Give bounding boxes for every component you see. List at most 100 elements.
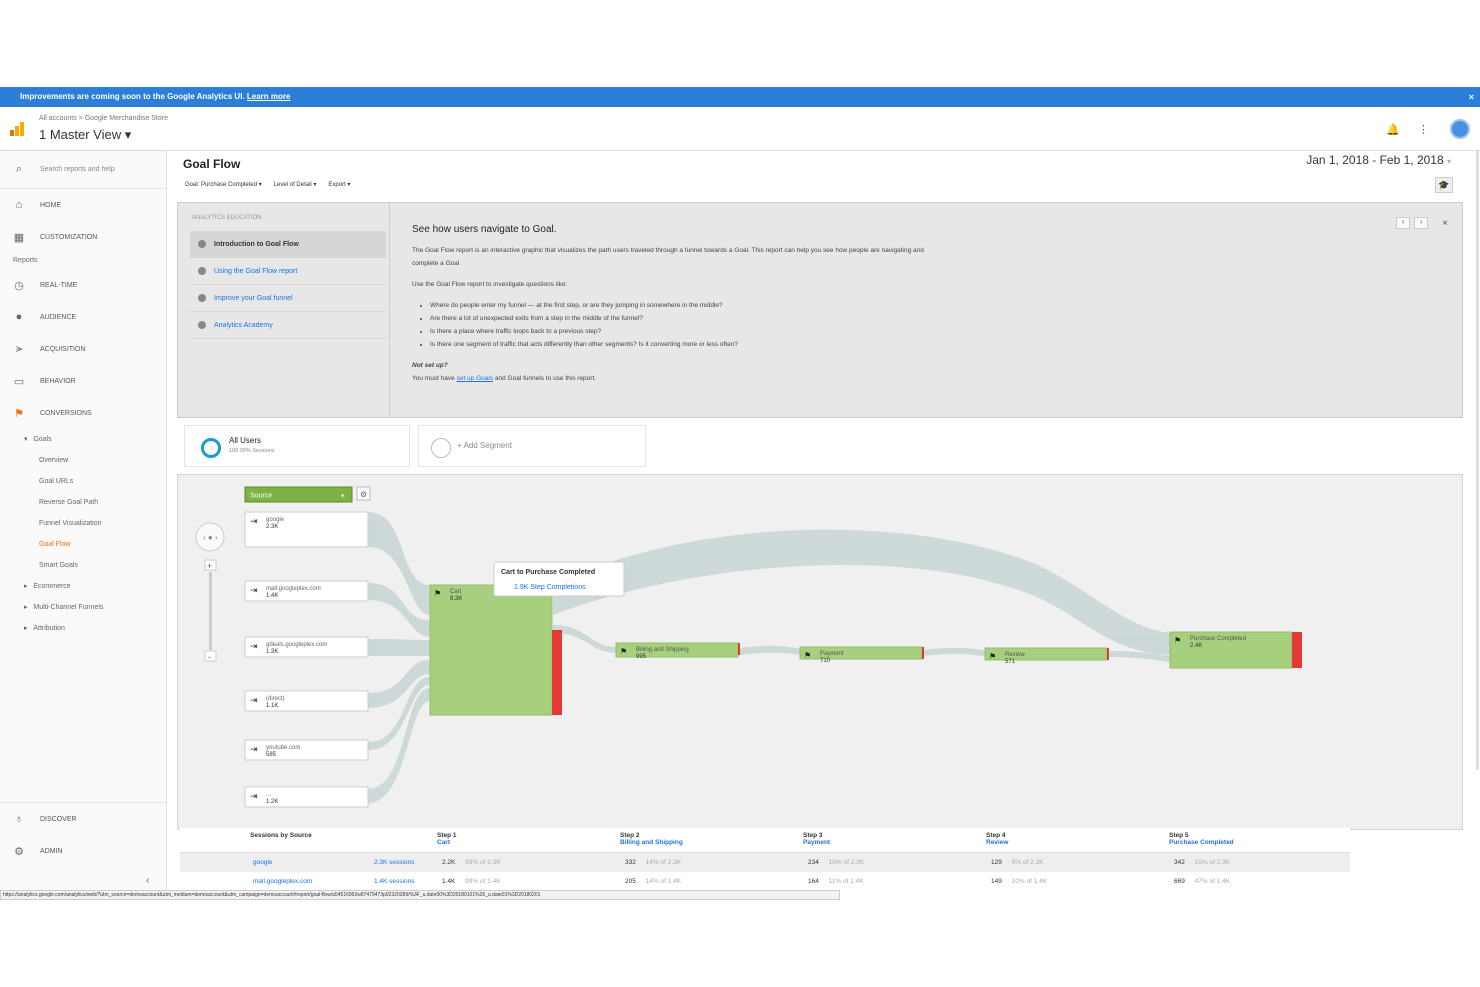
sidebar-item-behavior[interactable]: ▭ BEHAVIOR: [0, 365, 166, 397]
sidebar-item-attribution[interactable]: ▸ Attribution: [0, 618, 166, 639]
sidebar-sub-reverse-goal-path[interactable]: Reverse Goal Path: [39, 499, 99, 506]
next-icon[interactable]: ›: [1414, 217, 1429, 229]
dimension-settings-icon[interactable]: [356, 486, 371, 501]
table-header-name[interactable]: Payment: [803, 839, 831, 846]
edu-link-academy[interactable]: Analytics Academy: [190, 312, 386, 339]
sidebar-item-discover[interactable]: ♁ DISCOVER: [0, 803, 166, 835]
exit-bar[interactable]: [1107, 648, 1109, 660]
source-node[interactable]: ⇥ (direct)1.1K: [244, 690, 369, 712]
more-vert-icon[interactable]: ⋮: [1418, 124, 1429, 136]
zoom-in-button[interactable]: [204, 559, 217, 571]
sidebar-item-acquisition[interactable]: ⪫ ACQUISITION: [0, 333, 166, 365]
source-link[interactable]: google: [253, 859, 273, 866]
prev-icon[interactable]: ‹: [1396, 217, 1411, 229]
segment-all-users[interactable]: All Users 100.00% Sessions: [184, 425, 410, 467]
pan-control[interactable]: [195, 522, 225, 552]
table-header-name[interactable]: Billing and Shipping: [620, 839, 683, 846]
caret-down-icon: ▾: [24, 436, 34, 443]
level-of-detail-menu[interactable]: Level of Detail ▾: [273, 182, 317, 188]
add-segment-button[interactable]: + Add Segment: [418, 425, 646, 467]
sidebar-item-multichannel[interactable]: ▸ Multi-Channel Funnels: [0, 597, 166, 618]
sidebar-item-label: CUSTOMIZATION: [40, 233, 98, 241]
not-setup-label: Not set up?: [412, 362, 448, 369]
edu-link-intro[interactable]: Introduction to Goal Flow: [190, 231, 386, 258]
source-node[interactable]: ⇥ ...1.2K: [244, 786, 369, 808]
sidebar-item-audience[interactable]: ● AUDIENCE: [0, 301, 166, 333]
step-node-name: Billing and Shipping: [636, 647, 689, 653]
step-percent: 10% of 2.3K: [826, 859, 865, 866]
view-selector[interactable]: 1 Master View ▾: [39, 127, 132, 142]
edu-link-improve[interactable]: Improve your Goal funnel: [190, 285, 386, 312]
exit-bar[interactable]: [738, 643, 740, 655]
search-input[interactable]: Search reports and help: [40, 166, 115, 173]
sidebar-item-realtime[interactable]: ◷ REAL-TIME: [0, 269, 166, 301]
dimension-selector[interactable]: Source ▾: [244, 486, 353, 503]
table-header-name[interactable]: Review: [986, 839, 1009, 846]
learn-more-link[interactable]: Learn more: [246, 92, 291, 101]
flow-band-billing: [553, 625, 618, 653]
tooltip-title: Cart to Purchase Completed: [501, 569, 595, 576]
source-link[interactable]: mall.googleplex.com: [253, 878, 313, 885]
sidebar-item-ecommerce[interactable]: ▸ Ecommerce: [0, 576, 166, 597]
exit-bar[interactable]: [922, 647, 924, 659]
table-header-name[interactable]: Cart: [437, 839, 451, 846]
breadcrumb[interactable]: All accounts > Google Merchandise Store: [39, 115, 168, 122]
add-segment-label: + Add Segment: [457, 441, 512, 450]
bell-icon[interactable]: 🔔: [1386, 124, 1400, 136]
analytics-logo[interactable]: [9, 121, 25, 137]
flow-band-source-3: [368, 639, 430, 656]
zoom-out-button[interactable]: [204, 650, 217, 662]
play-icon: [198, 321, 206, 329]
sidebar-sub-overview[interactable]: Overview: [39, 457, 69, 464]
sidebar-sub-goal-urls[interactable]: Goal URLs: [39, 478, 74, 485]
sidebar-item-customization[interactable]: ▦ CUSTOMIZATION: [0, 221, 166, 253]
sessions-cell: 2.3K sessions: [374, 859, 415, 866]
graduation-cap-icon[interactable]: 🎓: [1435, 177, 1453, 193]
sidebar-item-goals[interactable]: ▾ Goals: [0, 429, 166, 450]
collapse-sidebar-button[interactable]: ‹: [146, 875, 150, 886]
entrance-icon: ⇥: [250, 585, 258, 595]
step-count: 1.4K: [442, 878, 456, 885]
step-percent: 15% of 2.3K: [1192, 859, 1231, 866]
sidebar-item-conversions[interactable]: ⚑ CONVERSIONS: [0, 397, 166, 429]
home-icon: ⌂: [15, 199, 23, 211]
flow-band-source-4: [368, 660, 430, 708]
avatar[interactable]: [1450, 119, 1470, 139]
sidebar-item-label: REAL-TIME: [40, 281, 78, 289]
sidebar-sub-funnel-visualization[interactable]: Funnel Visualization: [39, 520, 102, 527]
app-header: All accounts > Google Merchandise Store …: [0, 107, 1480, 151]
source-cell: google: [253, 859, 273, 866]
close-icon[interactable]: ×: [1442, 217, 1448, 229]
goal-selector[interactable]: Goal: Purchase Completed ▾: [185, 182, 262, 188]
search-reports[interactable]: ⌕ Search reports and help: [0, 151, 166, 189]
exit-bar[interactable]: [1292, 632, 1302, 668]
source-node-name: youtube.com: [266, 745, 300, 751]
scrollbar[interactable]: [1476, 150, 1479, 770]
edu-link-using[interactable]: Using the Goal Flow report: [190, 258, 386, 285]
step-percent: 99% of 1.4K: [463, 878, 501, 885]
export-menu[interactable]: Export ▾: [328, 182, 351, 188]
step-percent: 14% of 2.3K: [643, 859, 682, 866]
chevron-down-icon: ▾: [341, 494, 344, 500]
table-header-name[interactable]: Purchase Completed: [1169, 839, 1234, 846]
source-node-value: 1.4K: [266, 593, 278, 599]
edu-link-label: Analytics Academy: [214, 321, 273, 329]
setup-goals-link[interactable]: set up Goals: [456, 375, 494, 382]
exit-bar[interactable]: [552, 630, 562, 715]
close-icon[interactable]: ×: [1468, 92, 1474, 102]
sidebar-sub-goal-flow[interactable]: Goal Flow: [39, 541, 71, 548]
sidebar-item-admin[interactable]: ⚙ ADMIN: [0, 835, 166, 867]
sidebar-sub-smart-goals[interactable]: Smart Goals: [39, 562, 78, 569]
table-header-step: Step 5: [1169, 832, 1189, 839]
date-range-picker[interactable]: Jan 1, 2018 - Feb 1, 2018 ▾: [1306, 153, 1451, 167]
sidebar-item-home[interactable]: ⌂ HOME: [0, 189, 166, 221]
